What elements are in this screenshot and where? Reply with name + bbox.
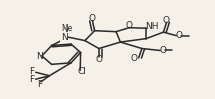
Text: F: F [29, 67, 34, 76]
Text: N: N [61, 33, 68, 42]
Text: N: N [36, 52, 43, 61]
Text: F: F [37, 80, 42, 89]
Text: O: O [88, 14, 95, 23]
Text: O: O [163, 16, 170, 25]
Text: O: O [159, 46, 166, 55]
Text: Me: Me [61, 24, 72, 33]
Text: O: O [131, 54, 138, 63]
Text: Cl: Cl [78, 67, 87, 76]
Text: NH: NH [146, 22, 159, 31]
Text: F: F [29, 75, 34, 84]
Text: O: O [95, 55, 102, 64]
Text: O: O [175, 31, 182, 40]
Text: O: O [126, 21, 133, 30]
